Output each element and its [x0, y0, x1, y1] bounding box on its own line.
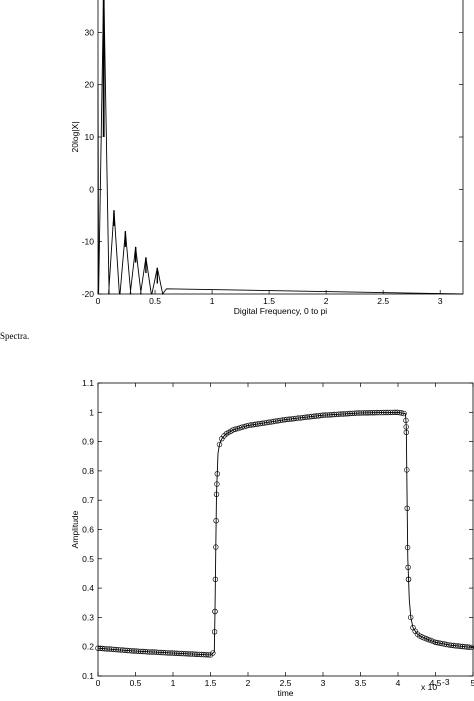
edge-point [213, 544, 219, 550]
y-tick-label: 0.2 [82, 642, 94, 652]
edge-point [403, 417, 409, 424]
data-point [214, 471, 221, 477]
x-tick-label: 0 [96, 296, 101, 306]
amplitude-line [97, 411, 474, 656]
edge-point [212, 576, 219, 582]
data-point [210, 650, 216, 656]
amplitude-chart: 0 0.5 1 1.5 2 2.5 3 3.5 4 4.5 5 0.1 0.2 0.3 0.4 0.5 0.6 0… [70, 378, 474, 698]
x-tick-label: 2.5 [280, 678, 292, 688]
data-point [426, 636, 432, 643]
x-tick-label: 2 [246, 678, 251, 688]
x-tick-label: 4 [396, 678, 401, 688]
edge-point [214, 481, 220, 487]
data-point [403, 424, 409, 430]
data-point [401, 410, 407, 417]
y-tick-label: 0.9 [82, 437, 94, 447]
y-tick-label: 0.1 [82, 671, 94, 681]
edge-point [405, 564, 411, 570]
y-tick-label: 0.8 [82, 466, 94, 476]
y-axis-label: Amplitude [70, 510, 80, 548]
edge-point [403, 429, 409, 435]
spectrum-chart: 00.511.522.53-20-10010203040Digital Freq… [70, 0, 464, 316]
edge-point [404, 544, 411, 551]
y-tick-label: 20 [85, 80, 95, 90]
x-tick-label: 0.5 [149, 296, 161, 306]
x-tick-label: 1.5 [263, 296, 275, 306]
edge-point [211, 629, 218, 635]
y-axis-label: 20log|X| [70, 122, 80, 153]
y-tick-label: 0.6 [82, 525, 94, 535]
data-point [205, 652, 212, 658]
y-tick-label: 0 [89, 184, 94, 194]
plot-frame [97, 0, 464, 295]
y-tick-label: 0.4 [82, 583, 94, 593]
x-axis-label: time [277, 688, 293, 698]
y-tick-label: 30 [85, 27, 95, 37]
x-tick-label: 5 [471, 678, 474, 688]
data-point [216, 441, 223, 448]
x-tick-label: 1 [171, 678, 176, 688]
edge-point [404, 505, 410, 511]
y-tick-label: 1 [89, 407, 94, 417]
y-tick-label: 0.5 [82, 554, 94, 564]
edge-point [404, 467, 410, 473]
x-tick-label: 2.5 [377, 296, 389, 306]
x-tick-label: 0 [96, 678, 101, 688]
x-tick-label: 4.5 [430, 678, 442, 688]
x-axis-label: Digital Frequency, 0 to pi [234, 306, 327, 316]
x-tick-label: 1.5 [205, 678, 217, 688]
edge-point [213, 491, 220, 497]
x-tick-label: 0.5 [130, 678, 142, 688]
data-point [408, 614, 414, 621]
y-tick-label: -20 [82, 289, 95, 299]
y-tick-label: 0.3 [82, 612, 94, 622]
y-tick-label: 1.1 [82, 378, 94, 388]
y-tick-label: 0.7 [82, 495, 94, 505]
x-tick-label: 3 [438, 296, 443, 306]
x-tick-label: 1 [210, 296, 215, 306]
data-point [421, 635, 427, 641]
x-tick-label: 3 [321, 678, 326, 688]
x-tick-label: 2 [324, 296, 329, 306]
spectrum-line [97, 0, 464, 296]
data-point [466, 644, 472, 650]
data-point [399, 410, 405, 416]
x-multiplier-exponent: -3 [442, 677, 450, 687]
y-tick-label: 10 [85, 132, 95, 142]
x-tick-label: 3.5 [355, 678, 367, 688]
edge-point [212, 608, 218, 615]
y-tick-label: -10 [82, 237, 95, 247]
edge-point [405, 576, 412, 582]
edge-point [213, 517, 219, 524]
data-point [268, 419, 274, 425]
x-multiplier: x 10 [421, 682, 437, 692]
figure-caption: Spectra. [0, 331, 30, 341]
